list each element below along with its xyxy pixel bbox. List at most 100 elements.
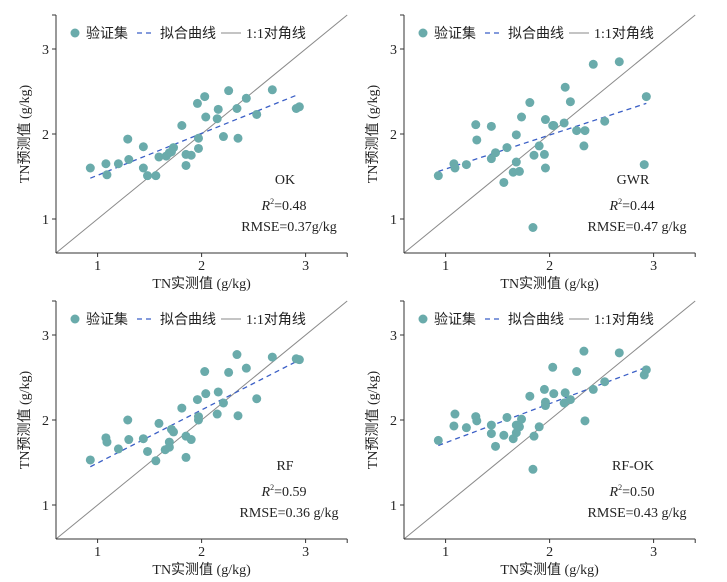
x-tick-label: 2	[198, 545, 205, 560]
data-point	[499, 430, 509, 440]
data-point	[600, 377, 610, 387]
data-point	[614, 348, 624, 358]
chart-panel-rf-ok: 1 2 3 1 2 3 TN实测值 (g/kg) TN预测值 (g/kg) 验证集 拟合曲线 1:1…	[365, 300, 696, 578]
data-point	[193, 415, 203, 425]
y-tick-label: 2	[390, 128, 397, 143]
x-tick-label: 2	[198, 259, 205, 274]
model-label: RF	[276, 459, 293, 474]
data-point	[252, 109, 262, 119]
data-point	[514, 422, 524, 432]
y-tick-label: 3	[390, 329, 397, 344]
y-axis-title: TN预测值 (g/kg)	[17, 84, 33, 183]
data-point	[294, 355, 304, 365]
data-point	[549, 389, 559, 399]
data-point	[233, 133, 243, 143]
y-tick-label: 3	[42, 329, 49, 344]
data-point	[154, 418, 164, 428]
data-point	[143, 446, 153, 456]
data-point	[123, 415, 133, 425]
data-point	[85, 163, 95, 173]
data-point	[186, 150, 196, 160]
legend: 验证集 拟合曲线 1:1对角线	[418, 25, 654, 42]
data-point	[614, 57, 624, 67]
data-point	[502, 143, 512, 153]
data-point	[193, 143, 203, 153]
model-label: RF-OK	[612, 459, 654, 474]
rmse-annotation: RMSE=0.43 g/kg	[588, 506, 687, 521]
data-point	[588, 59, 598, 69]
data-point	[472, 416, 482, 426]
data-point	[559, 118, 569, 128]
legend-fit-label: 拟合曲线	[508, 312, 564, 328]
r2-annotation: R2=0.48	[261, 197, 307, 214]
data-point	[241, 363, 251, 373]
data-point	[154, 152, 164, 162]
x-axis-title: TN实测值 (g/kg)	[500, 562, 599, 578]
data-point	[233, 411, 243, 421]
data-point	[201, 112, 211, 122]
data-point	[124, 155, 134, 164]
data-point	[433, 171, 443, 181]
data-point	[267, 85, 277, 95]
rmse-annotation: RMSE=0.36 g/kg	[240, 506, 339, 521]
data-point	[450, 409, 460, 419]
data-point	[200, 92, 210, 102]
data-point	[213, 104, 223, 114]
data-point	[138, 163, 148, 173]
y-tick-label: 2	[390, 414, 397, 429]
legend-diagonal-label: 1:1对角线	[594, 26, 654, 42]
data-point	[461, 423, 471, 433]
data-point	[224, 367, 234, 377]
data-point	[218, 132, 228, 142]
data-point	[113, 444, 123, 454]
data-point	[525, 98, 535, 108]
data-point	[580, 126, 590, 136]
y-tick-label: 1	[390, 499, 397, 514]
legend-diagonal-label: 1:1对角线	[246, 312, 306, 328]
data-point	[588, 384, 598, 394]
legend-point-marker	[418, 314, 428, 324]
y-tick-label: 2	[42, 128, 49, 143]
legend: 验证集 拟合曲线 1:1对角线	[418, 311, 654, 328]
legend-points-label: 验证集	[434, 311, 476, 328]
data-point	[579, 346, 589, 356]
data-point	[201, 389, 211, 399]
data-point	[169, 143, 179, 153]
legend-fit-label: 拟合曲线	[160, 26, 216, 42]
data-point	[218, 398, 228, 408]
data-point	[486, 420, 496, 430]
data-point	[560, 82, 570, 92]
legend-diagonal-label: 1:1对角线	[246, 26, 306, 42]
model-label: GWR	[617, 173, 650, 188]
data-point	[450, 163, 460, 173]
data-point	[200, 367, 210, 377]
x-tick-label: 1	[442, 259, 449, 274]
data-point	[540, 163, 550, 173]
data-point	[151, 171, 161, 181]
data-point	[186, 435, 196, 445]
y-tick-label: 3	[390, 43, 397, 58]
data-point	[572, 367, 582, 377]
data-point	[113, 159, 123, 169]
y-tick-label: 1	[42, 213, 49, 228]
data-point	[471, 120, 481, 130]
legend-point-marker	[70, 314, 80, 324]
data-point	[123, 134, 133, 144]
data-point	[534, 141, 544, 151]
data-point	[472, 135, 482, 145]
x-tick-label: 3	[650, 259, 657, 274]
x-tick-label: 2	[546, 259, 553, 274]
data-point	[641, 365, 651, 375]
legend-points-label: 验证集	[86, 311, 128, 328]
data-point	[511, 130, 521, 140]
data-point	[534, 422, 544, 432]
data-point	[294, 102, 304, 112]
data-point	[151, 456, 161, 466]
data-point	[529, 431, 539, 441]
data-point	[572, 126, 582, 136]
data-point	[192, 395, 202, 405]
data-point	[539, 384, 549, 394]
data-point	[232, 350, 242, 360]
data-point	[499, 177, 509, 187]
